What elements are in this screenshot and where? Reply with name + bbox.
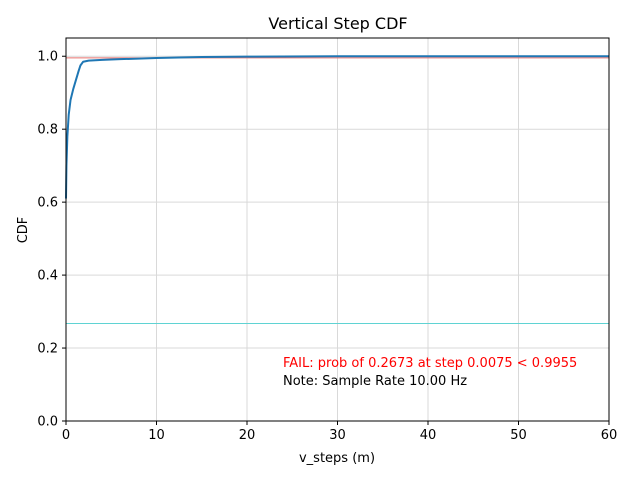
x-tick-label: 40: [420, 428, 437, 443]
x-tick-label: 50: [510, 428, 527, 443]
sample-rate-note: Note: Sample Rate 10.00 Hz: [283, 374, 467, 389]
y-tick-label: 1.0: [37, 50, 58, 65]
y-tick-label: 0.0: [37, 415, 58, 430]
x-tick-label: 0: [62, 428, 70, 443]
fail-annotation: FAIL: prob of 0.2673 at step 0.0075 < 0.…: [283, 356, 577, 371]
x-axis-ticks: 0 10 20 30 40 50 60: [62, 421, 617, 443]
x-tick-label: 30: [329, 428, 346, 443]
series-layer: [65, 55, 609, 199]
x-tick-label: 20: [239, 428, 256, 443]
y-axis-label: CDF: [16, 217, 31, 244]
x-axis-label: v_steps (m): [299, 451, 375, 466]
x-tick-label: 60: [601, 428, 618, 443]
x-tick-label: 10: [148, 428, 165, 443]
y-tick-label: 0.2: [37, 342, 58, 357]
chart-title: Vertical Step CDF: [268, 14, 407, 33]
y-tick-label: 0.4: [37, 269, 58, 284]
y-tick-label: 0.6: [37, 196, 58, 211]
y-axis-ticks: 0.0 0.2 0.4 0.6 0.8 1.0: [37, 50, 66, 430]
y-tick-label: 0.8: [37, 123, 58, 138]
cdf-line: [65, 55, 609, 199]
